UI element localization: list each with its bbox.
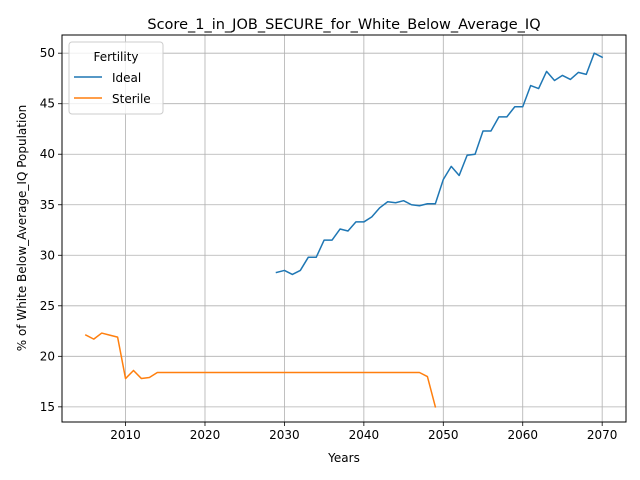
x-tick-label: 2050	[428, 428, 459, 442]
y-tick-label: 20	[40, 349, 55, 363]
series-line-sterile	[84, 332, 437, 408]
y-tick-label: 30	[40, 248, 55, 262]
plot-frame	[61, 34, 627, 423]
x-tick-label: 2060	[507, 428, 538, 442]
y-tick-label: 25	[40, 299, 55, 313]
legend-title: Fertility	[93, 50, 138, 64]
y-tick-label: 45	[40, 97, 55, 111]
y-tick-label: 50	[40, 46, 55, 60]
series-layer	[84, 52, 604, 408]
legend: Fertility Ideal Sterile	[68, 41, 164, 115]
x-tick-label: 2030	[269, 428, 300, 442]
legend-label-ideal: Ideal	[112, 71, 141, 85]
x-tick-label: 2070	[587, 428, 618, 442]
x-tick-label: 2010	[110, 428, 141, 442]
y-tick-label: 35	[40, 198, 55, 212]
x-tick-label: 2020	[190, 428, 221, 442]
y-tick-label: 15	[40, 400, 55, 414]
legend-box	[68, 41, 164, 115]
y-tick-label: 40	[40, 147, 55, 161]
x-tick-label: 2040	[349, 428, 380, 442]
chart-title: Score_1_in_JOB_SECURE_for_White_Below_Av…	[147, 17, 540, 33]
axis-ticks: 2010 2020 2030 2040 2050 2060 2070 15 20 25 30 35 40…	[40, 46, 618, 442]
legend-label-sterile: Sterile	[112, 92, 151, 106]
x-axis-label: Years	[327, 451, 360, 465]
grid-lines	[62, 35, 626, 422]
y-axis-label: % of White Below_Average_IQ Population	[15, 105, 29, 352]
series-line-ideal	[275, 52, 604, 276]
